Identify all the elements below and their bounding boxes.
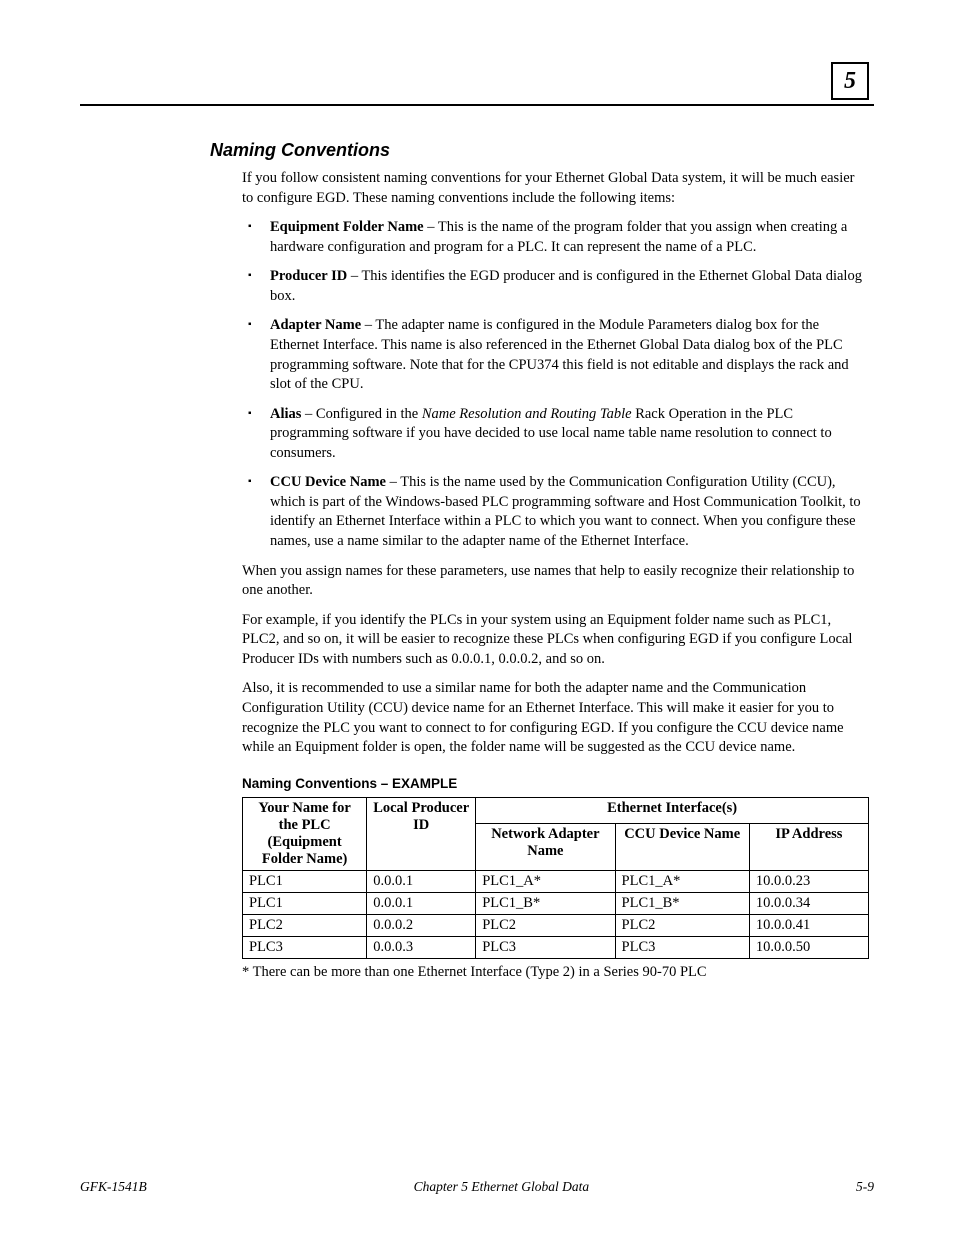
chapter-number-badge: 5 — [831, 62, 869, 100]
table-cell: 0.0.0.1 — [367, 870, 476, 892]
table-cell: PLC3 — [615, 936, 749, 958]
bullet-item: Equipment Folder Name – This is the name… — [242, 218, 869, 257]
header-rule — [80, 104, 874, 106]
bullet-item: Alias – Configured in the Name Resolutio… — [242, 405, 869, 464]
table-row: PLC1 0.0.0.1 PLC1_A* PLC1_A* 10.0.0.23 — [243, 870, 869, 892]
table-cell: PLC1 — [243, 892, 367, 914]
bullet-term: CCU Device Name — [270, 474, 386, 490]
section-body: If you follow consistent naming conventi… — [242, 169, 869, 982]
table-cell: 0.0.0.3 — [367, 936, 476, 958]
table-cell: 10.0.0.41 — [749, 914, 868, 936]
table-cell: PLC1_B* — [476, 892, 615, 914]
bullet-item: Producer ID – This identifies the EGD pr… — [242, 267, 869, 306]
table-cell: PLC1_A* — [615, 870, 749, 892]
bullet-desc-italic: Name Resolution and Routing Table — [422, 406, 632, 422]
bullet-desc-pre: – Configured in the — [301, 406, 421, 422]
bullet-term: Equipment Folder Name — [270, 219, 424, 235]
bullet-term: Alias — [270, 406, 301, 422]
table-header: Network Adapter Name — [476, 823, 615, 870]
table-cell: PLC2 — [476, 914, 615, 936]
table-header: Local Producer ID — [367, 797, 476, 870]
table-header-row: Your Name for the PLC (Equipment Folder … — [243, 797, 869, 823]
table-cell: 0.0.0.2 — [367, 914, 476, 936]
bullet-desc: – This identifies the EGD producer and i… — [270, 268, 862, 304]
table-cell: PLC2 — [615, 914, 749, 936]
footer-right: 5-9 — [856, 1179, 874, 1195]
table-row: PLC1 0.0.0.1 PLC1_B* PLC1_B* 10.0.0.34 — [243, 892, 869, 914]
table-cell: 10.0.0.34 — [749, 892, 868, 914]
page-footer: GFK-1541B Chapter 5 Ethernet Global Data… — [80, 1179, 874, 1195]
table-cell: PLC1_A* — [476, 870, 615, 892]
table-header: IP Address — [749, 823, 868, 870]
page: 5 Naming Conventions If you follow consi… — [0, 0, 954, 1235]
table-header: CCU Device Name — [615, 823, 749, 870]
section-title: Naming Conventions — [210, 140, 869, 161]
table-header: Your Name for the PLC (Equipment Folder … — [243, 797, 367, 870]
table-cell: PLC3 — [476, 936, 615, 958]
table-cell: PLC1 — [243, 870, 367, 892]
bullet-item: Adapter Name – The adapter name is confi… — [242, 316, 869, 394]
subsection-title: Naming Conventions – EXAMPLE — [242, 776, 869, 791]
bullet-term: Producer ID — [270, 268, 347, 284]
footer-center: Chapter 5 Ethernet Global Data — [414, 1179, 590, 1195]
content-area: Naming Conventions If you follow consist… — [210, 140, 869, 982]
table-cell: 10.0.0.50 — [749, 936, 868, 958]
table-cell: 10.0.0.23 — [749, 870, 868, 892]
table-cell: PLC3 — [243, 936, 367, 958]
bullet-term: Adapter Name — [270, 317, 361, 333]
paragraph: When you assign names for these paramete… — [242, 562, 869, 601]
naming-table: Your Name for the PLC (Equipment Folder … — [242, 797, 869, 959]
bullet-list: Equipment Folder Name – This is the name… — [242, 218, 869, 551]
intro-paragraph: If you follow consistent naming conventi… — [242, 169, 869, 208]
footer-left: GFK-1541B — [80, 1179, 147, 1195]
table-cell: 0.0.0.1 — [367, 892, 476, 914]
paragraph: Also, it is recommended to use a similar… — [242, 679, 869, 757]
table-cell: PLC2 — [243, 914, 367, 936]
bullet-item: CCU Device Name – This is the name used … — [242, 473, 869, 551]
table-footnote: * There can be more than one Ethernet In… — [242, 963, 869, 983]
table-cell: PLC1_B* — [615, 892, 749, 914]
table-row: PLC2 0.0.0.2 PLC2 PLC2 10.0.0.41 — [243, 914, 869, 936]
table-row: PLC3 0.0.0.3 PLC3 PLC3 10.0.0.50 — [243, 936, 869, 958]
table-header: Ethernet Interface(s) — [476, 797, 869, 823]
paragraph: For example, if you identify the PLCs in… — [242, 611, 869, 670]
